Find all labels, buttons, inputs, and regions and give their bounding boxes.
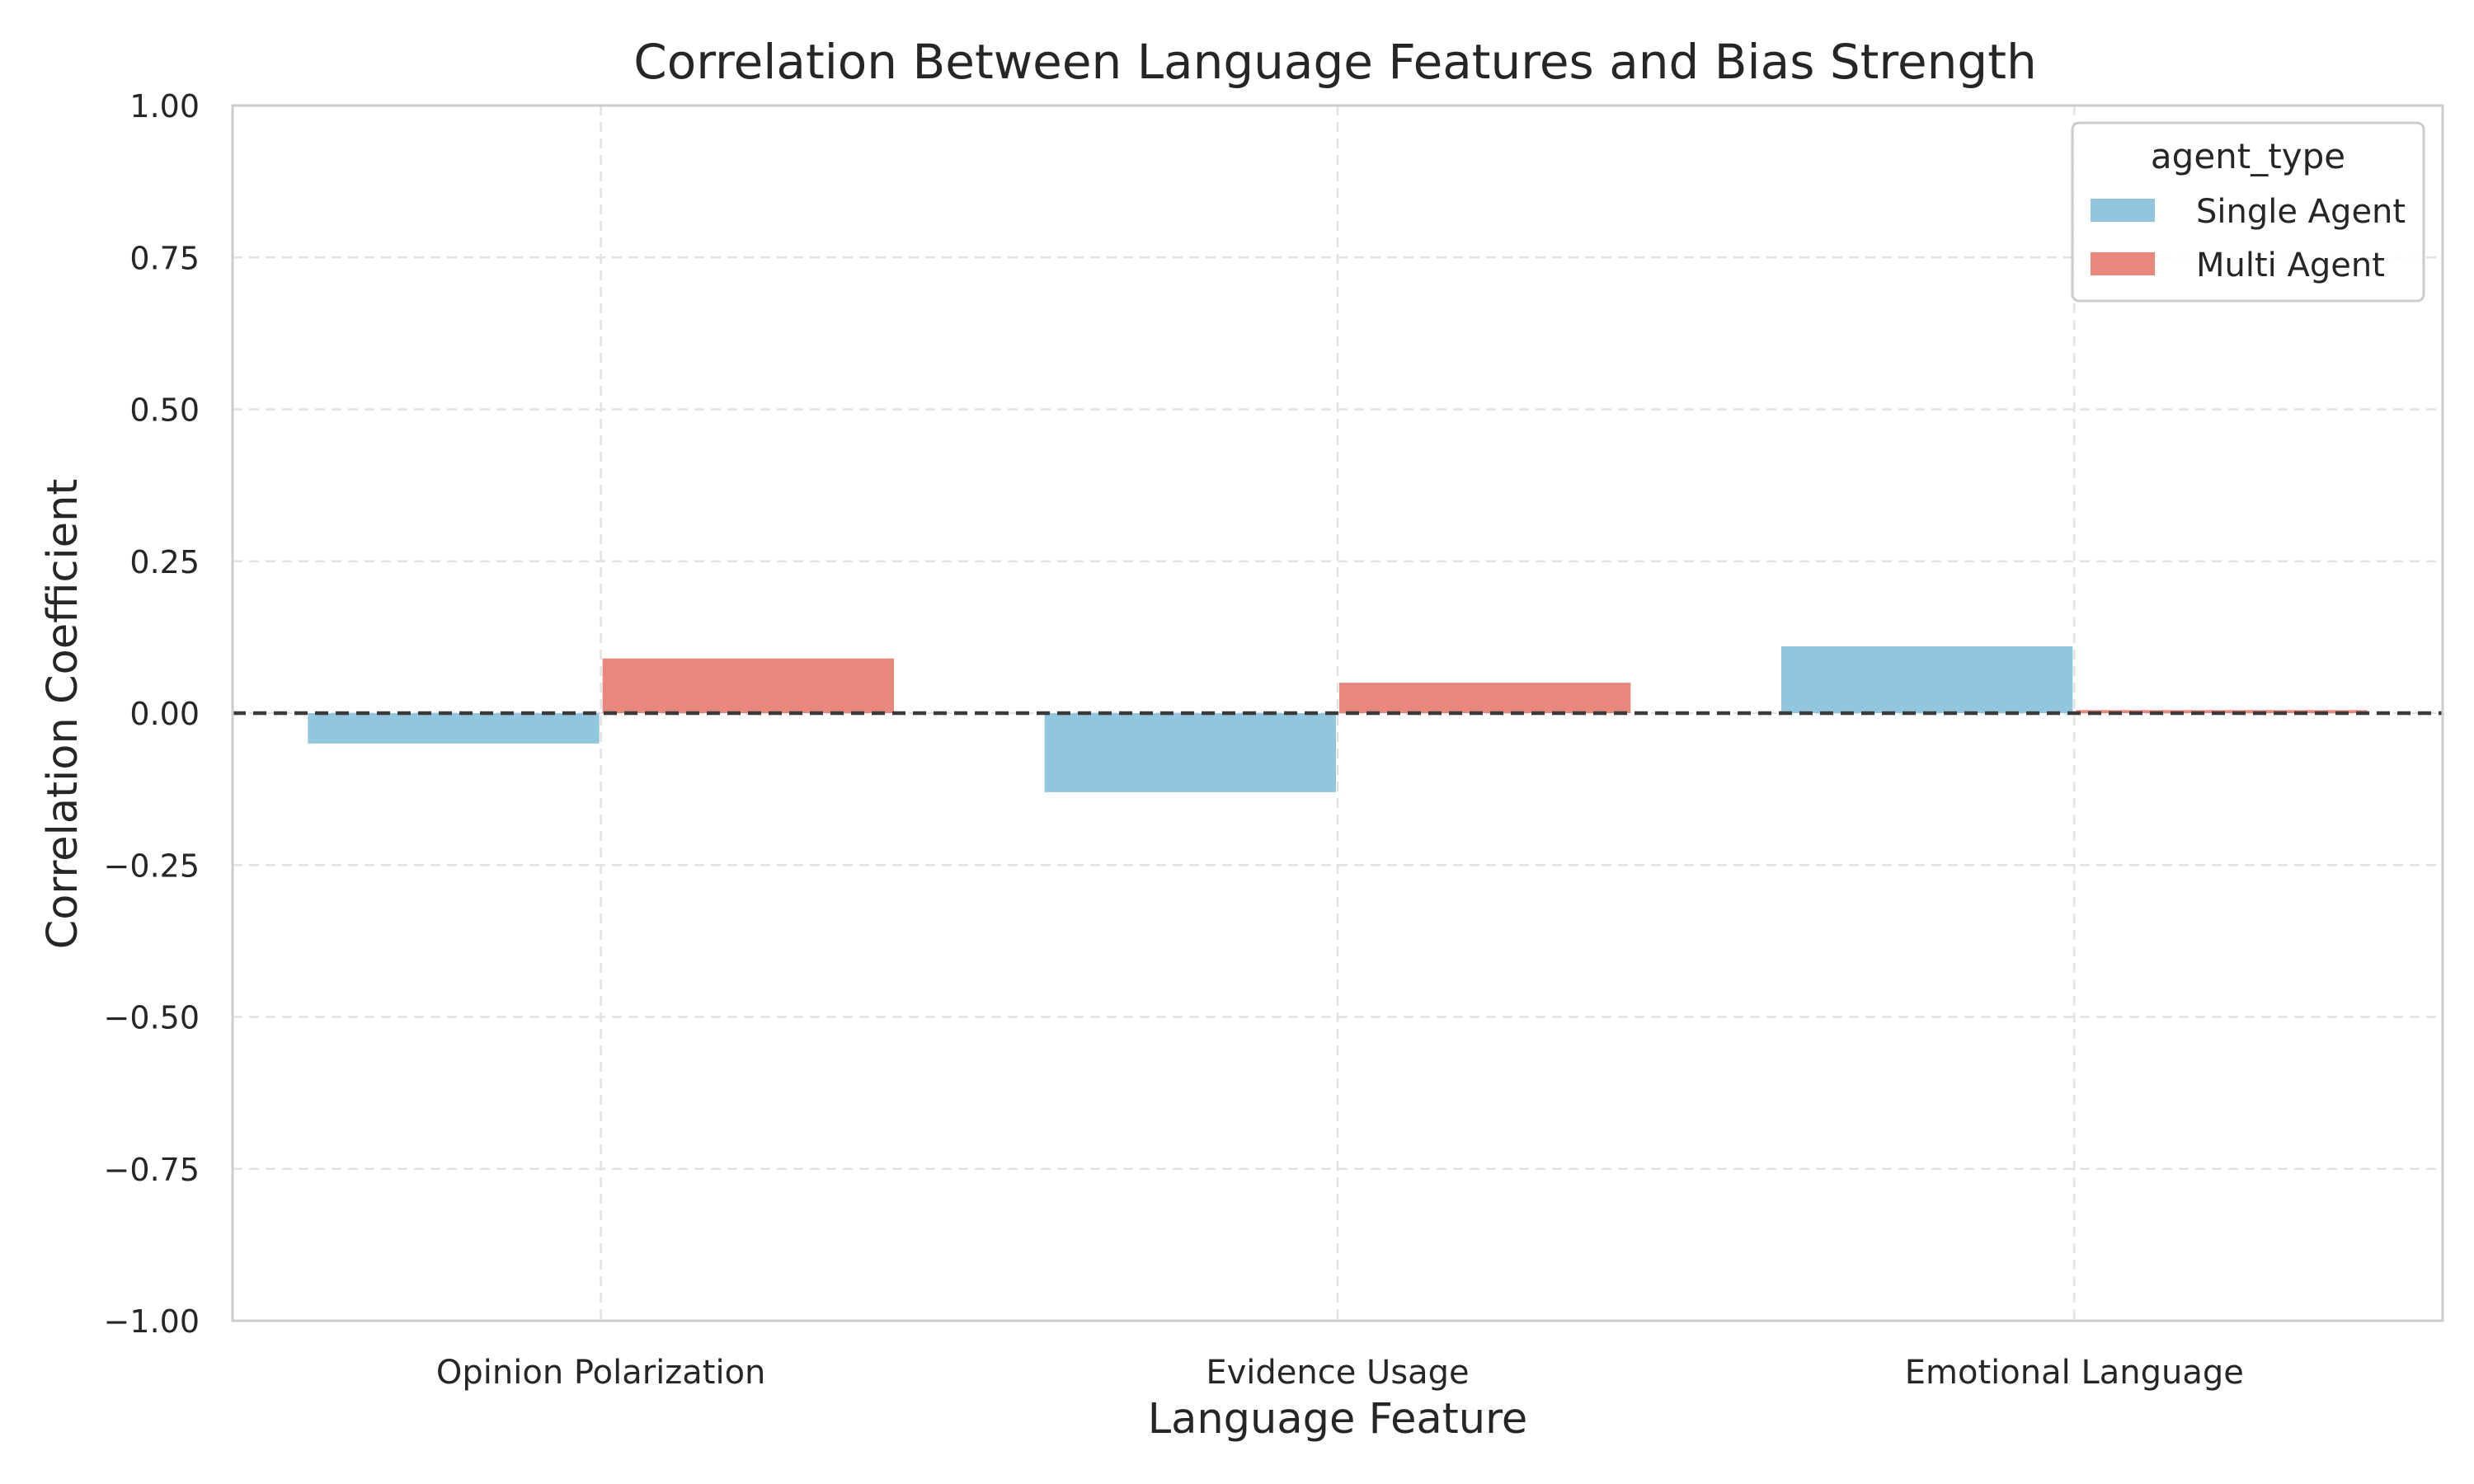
bars [308,646,2368,792]
legend-label-multi-agent: Multi Agent [2196,247,2385,284]
x-tick-label: Opinion Polarization [436,1354,765,1392]
bar-single-agent [1781,646,2073,713]
y-axis-label: Correlation Coefficient [39,479,87,950]
y-tick-label: 0.75 [129,240,200,276]
legend-frame [2071,121,2425,303]
bar-single-agent [308,713,600,744]
chart-title: Correlation Between Language Features an… [633,34,2037,90]
legend-label-single-agent: Single Agent [2196,193,2406,231]
x-tick-labels: Opinion Polarization Evidence Usage Emotio… [436,1354,2244,1392]
y-tick-labels: 1.00 0.75 0.50 0.25 0.00 −0.25 −0.50 −0.75 −1.00 [104,88,200,1340]
y-tick-label: −0.75 [104,1152,200,1188]
plot-frame [231,104,2444,1322]
y-tick-label: −0.50 [104,1000,200,1036]
x-gridlines [600,106,2076,1321]
y-tick-label: 0.00 [129,696,200,732]
bar-multi-agent [602,658,894,713]
legend-title: agent_type [2151,136,2345,176]
legend-swatch-multi-agent [2091,252,2155,275]
bar-multi-agent [1339,683,1631,713]
legend: agent_type Single Agent Multi Agent [2071,121,2425,303]
legend-swatch-single-agent [2091,199,2155,222]
x-axis-label: Language Feature [1148,1395,1528,1444]
y-tick-label: 1.00 [129,88,200,124]
y-tick-label: 0.50 [129,392,200,429]
bar-single-agent [1044,713,1336,792]
y-tick-label: 0.25 [129,544,200,580]
x-tick-label: Evidence Usage [1206,1354,1469,1392]
y-tick-label: −1.00 [104,1303,200,1340]
x-tick-label: Emotional Language [1905,1354,2244,1392]
y-tick-label: −0.25 [104,848,200,884]
